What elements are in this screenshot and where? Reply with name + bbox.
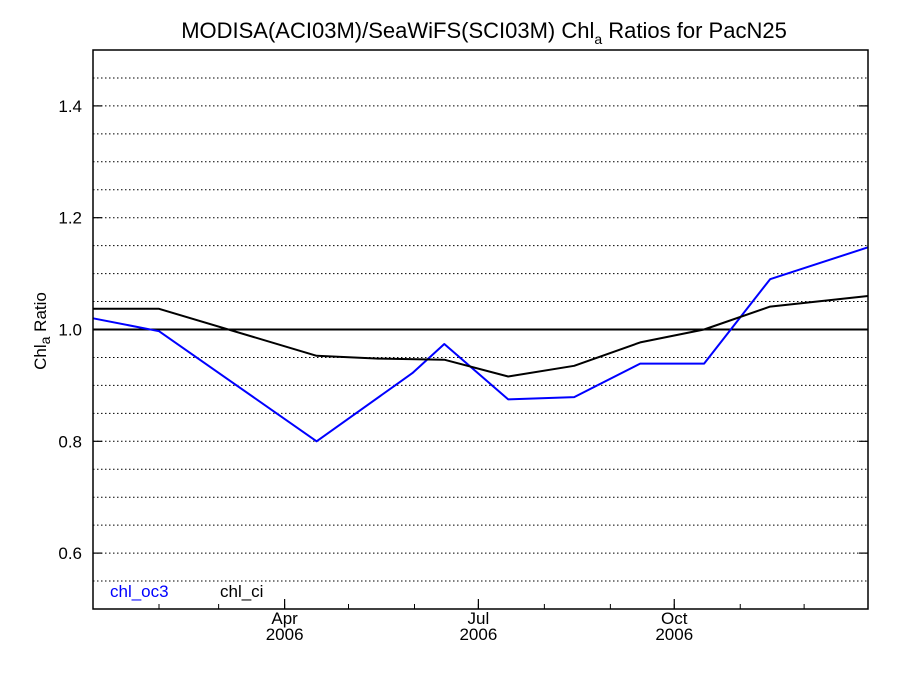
chart-title-suffix: Ratios for PacN25 [602,18,787,43]
legend-chl-ci: chl_ci [220,582,263,601]
data-point-chl-oc3 [703,363,705,365]
data-point-chl-oc3 [316,440,318,442]
data-point-chl-oc3 [411,372,413,374]
data-point-chl-oc3 [573,396,575,398]
series-lines [92,246,869,443]
x-tick-label-month: Apr [271,609,298,628]
y-axis-label-subscript: a [37,336,53,344]
data-point-chl-oc3 [639,363,641,365]
x-tick-label-year: 2006 [266,625,304,644]
x-tick-label-month: Oct [661,609,688,628]
y-tick-labels: 0.6 0.8 1.0 1.2 1.4 [58,97,82,563]
plot-frame [92,49,869,610]
series-line-chl-ci [93,295,869,378]
data-point-chl-ci [443,359,445,361]
y-tick-label: 1.0 [58,321,82,340]
data-point-chl-oc3 [443,343,445,345]
data-point-chl-oc3 [158,330,160,332]
chart-title: MODISA(ACI03M)/SeaWiFS(SCI03M) Chla Rati… [181,18,787,47]
y-tick-label: 1.4 [58,97,82,116]
data-point-chl-oc3 [769,278,771,280]
data-point-chl-ci [316,355,318,357]
x-tick-label-year: 2006 [459,625,497,644]
data-point-chl-ci [507,375,509,377]
y-axis-label-suffix: Ratio [31,292,50,336]
x-tick-label-month: Jul [468,609,490,628]
x-tick-label-year: 2006 [655,625,693,644]
data-point-chl-ci [573,365,575,367]
y-tick-label: 0.6 [58,544,82,563]
legend-chl-oc3: chl_oc3 [110,582,169,601]
legend: chl_oc3 chl_ci [110,582,263,601]
y-axis-label-prefix: Chl [31,344,50,370]
y-axis-label: Chla Ratio [31,292,53,370]
data-point-chl-ci [769,306,771,308]
data-point-chl-ci [377,358,379,360]
data-point-chl-ci [158,308,160,310]
y-tick-label: 1.2 [58,209,82,228]
data-point-chl-ci [639,341,641,343]
chart-title-prefix: MODISA(ACI03M)/SeaWiFS(SCI03M) Chl [181,18,594,43]
chart-title-subscript: a [594,31,602,47]
y-tick-label: 0.8 [58,432,82,451]
series-line-chl-oc3 [92,246,869,443]
data-point-chl-oc3 [507,398,509,400]
data-point-chl-ci [703,329,705,331]
